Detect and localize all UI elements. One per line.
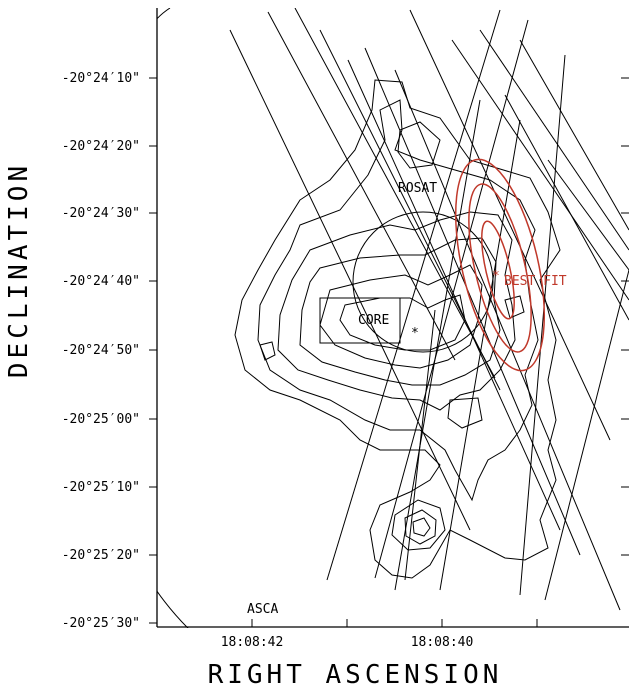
chord	[294, 8, 496, 379]
x-axis-title: RIGHT ASCENSION	[208, 660, 503, 689]
asca-label: ASCA	[247, 602, 278, 617]
x-tick-label: 18:08:42	[221, 635, 284, 650]
contour-level-1	[234, 79, 561, 579]
chord	[326, 9, 501, 581]
chord	[364, 47, 581, 556]
best-fit-ellipse-outer	[454, 158, 546, 372]
y-tick-label: -20°25′30"	[62, 616, 140, 631]
rosat-label: ROSAT	[398, 181, 437, 196]
contour-peak-south-1	[391, 499, 446, 551]
chord	[394, 69, 621, 611]
x-axis: 18:08:42 18:08:40	[221, 619, 538, 650]
contour-peak-south-3	[412, 517, 431, 537]
contour-level-5	[319, 264, 483, 369]
core-label: CORE	[358, 313, 389, 328]
contour-peak-south-2	[404, 509, 437, 545]
chord	[479, 29, 629, 251]
contour-blob-east	[504, 295, 525, 319]
y-tick-label: -20°25′20"	[62, 548, 140, 563]
best-fit-marker: *	[492, 269, 500, 284]
chord	[409, 9, 611, 441]
y-tick-label: -20°24′50"	[62, 343, 140, 358]
y-axis-title: DECLINATION	[4, 162, 34, 378]
x-tick-label: 18:08:40	[411, 635, 474, 650]
contour-blob-west	[259, 341, 276, 361]
y-tick-label: -20°25′00"	[62, 412, 140, 427]
best-fit-label: BEST FIT	[504, 274, 567, 289]
contour-level-2	[257, 99, 539, 502]
y-axis: -20°24′10" -20°24′20" -20°24′30" -20°24′…	[62, 71, 157, 631]
y-tick-label: -20°24′30"	[62, 206, 140, 221]
core-box	[319, 297, 401, 344]
right-ticks	[621, 77, 629, 556]
chord	[519, 54, 566, 596]
chord	[394, 99, 481, 591]
chord	[347, 59, 561, 531]
best-fit-ellipse-inner	[481, 220, 515, 320]
chord	[229, 29, 471, 531]
chord	[267, 11, 456, 361]
contour-blob-mid	[447, 397, 483, 429]
chord	[451, 39, 629, 301]
contour-inner-upper	[397, 121, 441, 169]
best-fit-ellipse-middle	[468, 183, 532, 353]
core-marker: *	[411, 326, 419, 341]
chord-lines	[229, 8, 629, 611]
rosat-circle	[352, 211, 494, 353]
y-tick-label: -20°25′10"	[62, 480, 140, 495]
y-tick-label: -20°24′40"	[62, 274, 140, 289]
best-fit-ellipses	[454, 158, 546, 372]
chord	[504, 94, 629, 321]
y-tick-label: -20°24′20"	[62, 139, 140, 154]
chord	[547, 159, 629, 271]
chord	[374, 19, 529, 579]
plot-frame	[156, 8, 629, 628]
y-tick-label: -20°24′10"	[62, 71, 140, 86]
contour-level-6	[339, 294, 466, 351]
chord	[544, 269, 629, 601]
chord	[519, 39, 629, 231]
chord	[439, 119, 521, 591]
intensity-contours	[234, 79, 561, 579]
